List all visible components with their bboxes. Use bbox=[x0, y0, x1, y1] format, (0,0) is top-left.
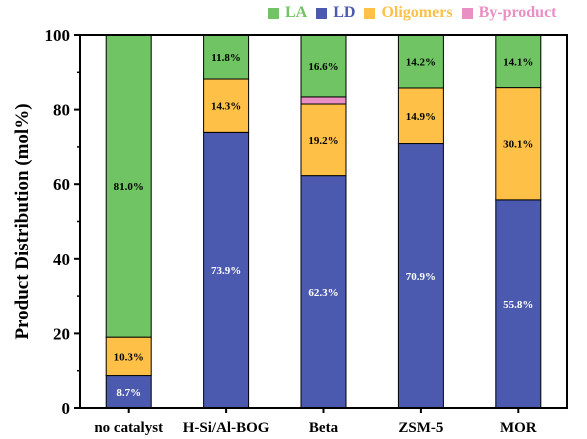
y-tick-label-100: 100 bbox=[45, 26, 71, 45]
data-label-h-si-al-bog-oligomers: 14.3% bbox=[211, 101, 241, 113]
bar-zsm-5-la bbox=[397, 34, 444, 89]
data-label-h-si-al-bog-ld: 73.9% bbox=[211, 265, 241, 277]
bar-no-catalyst-la bbox=[105, 34, 152, 338]
y-tick-label-0: 0 bbox=[62, 399, 71, 418]
bar-no-catalyst-oligomers bbox=[105, 336, 152, 377]
bars-group bbox=[105, 34, 542, 409]
x-tick-label-no-catalyst: no catalyst bbox=[94, 420, 163, 436]
data-label-no-catalyst-oligomers: 10.3% bbox=[114, 351, 144, 363]
data-label-zsm-5-la: 14.2% bbox=[406, 56, 436, 68]
x-tick-label-beta: Beta bbox=[309, 420, 339, 436]
data-label-h-si-al-bog-la: 11.8% bbox=[211, 52, 241, 64]
legend-item-ld: LD bbox=[316, 4, 355, 22]
bar-beta-by-product bbox=[300, 96, 347, 105]
data-label-no-catalyst-la: 81.0% bbox=[114, 181, 144, 193]
y-tick-label-80: 80 bbox=[53, 101, 70, 120]
y-tick-label-20: 20 bbox=[53, 324, 70, 343]
legend-label-by-product: By-product bbox=[478, 4, 557, 21]
data-label-no-catalyst-ld: 8.7% bbox=[116, 387, 141, 399]
data-label-beta-ld: 62.3% bbox=[308, 287, 338, 299]
legend-swatch-by-product bbox=[461, 7, 473, 19]
data-label-mor-la: 14.1% bbox=[503, 56, 533, 68]
bar-h-si-al-bog-oligomers bbox=[203, 78, 250, 133]
data-label-mor-oligomers: 30.1% bbox=[503, 139, 533, 151]
x-tick-label-zsm-5: ZSM-5 bbox=[398, 420, 443, 436]
legend-item-la: LA bbox=[268, 4, 307, 22]
x-axis: no catalyst H-Si/Al-BOG Beta ZSM-5 MOR bbox=[94, 408, 537, 436]
x-tick-label-h-si-al-bog: H-Si/Al-BOG bbox=[183, 420, 270, 436]
data-labels-group: 8.7% 10.3% 81.0% 73.9% 14.3% 11.8% 62.3% 19.2% 1… bbox=[114, 52, 534, 399]
bar-zsm-5-ld bbox=[397, 143, 444, 409]
bar-beta-la bbox=[300, 34, 347, 98]
legend-swatch-oligomers bbox=[364, 7, 376, 19]
bar-zsm-5-oligomers bbox=[397, 87, 444, 145]
bar-h-si-al-bog-ld bbox=[203, 131, 250, 409]
y-tick-label-40: 40 bbox=[53, 250, 70, 269]
legend-label-ld: LD bbox=[333, 4, 356, 21]
legend-label-oligomers: Oligomers bbox=[381, 4, 453, 21]
y-tick-label-60: 60 bbox=[53, 175, 70, 194]
x-tick-label-mor: MOR bbox=[500, 420, 537, 436]
data-label-zsm-5-oligomers: 14.9% bbox=[406, 111, 436, 123]
legend-item-by-product: By-product bbox=[461, 4, 557, 22]
data-label-mor-ld: 55.8% bbox=[503, 299, 533, 311]
y-axis-label: Product Distribution (mol%) bbox=[12, 103, 33, 339]
legend-swatch-la bbox=[268, 7, 279, 19]
data-label-zsm-5-ld: 70.9% bbox=[406, 271, 436, 283]
data-label-beta-la: 16.6% bbox=[308, 61, 338, 73]
chart-legend: LA LD Oligomers By-product bbox=[268, 3, 566, 23]
bar-beta-oligomers bbox=[300, 103, 347, 177]
data-label-beta-oligomers: 19.2% bbox=[308, 135, 338, 147]
legend-swatch-ld bbox=[316, 7, 328, 19]
legend-item-oligomers: Oligomers bbox=[364, 4, 453, 22]
bar-no-catalyst-ld bbox=[105, 375, 152, 409]
legend-label-la: LA bbox=[285, 4, 308, 21]
y-axis: 0 20 40 60 80 100 bbox=[45, 26, 80, 418]
